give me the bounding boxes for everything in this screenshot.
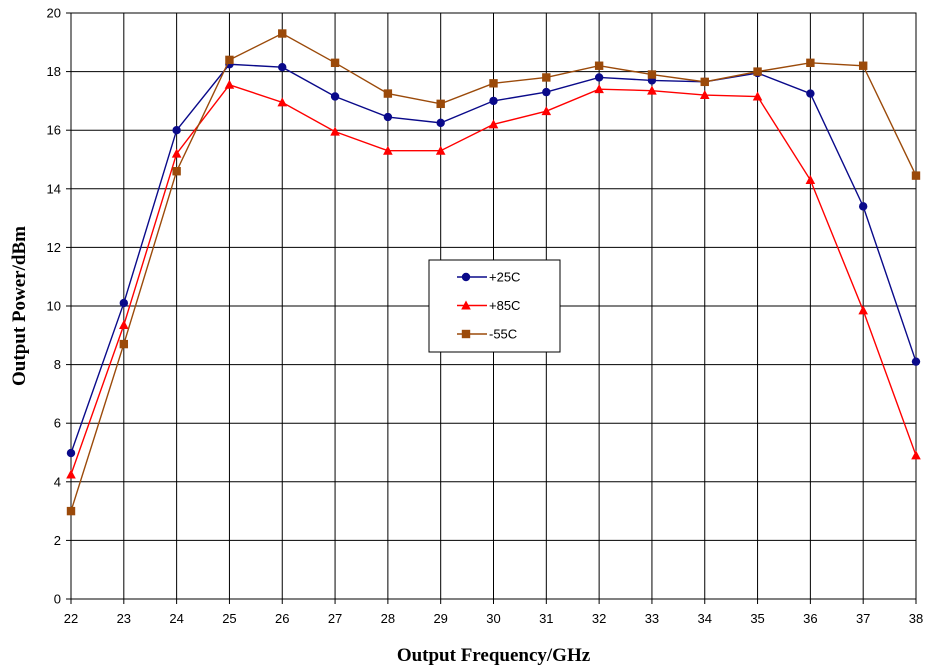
data-point	[541, 106, 552, 116]
x-tick-label: 36	[803, 611, 817, 626]
x-tick-label: 24	[169, 611, 183, 626]
data-point	[911, 357, 921, 366]
y-tick-label: 6	[54, 416, 61, 431]
data-point	[594, 61, 604, 70]
data-point	[383, 89, 393, 98]
data-point	[435, 145, 446, 155]
x-tick-label: 28	[381, 611, 395, 626]
data-point	[700, 77, 709, 87]
data-point	[542, 73, 551, 82]
legend-item: -55C	[457, 327, 517, 342]
data-point	[489, 96, 498, 106]
data-point	[277, 97, 288, 107]
data-point	[461, 300, 471, 310]
data-point	[330, 92, 340, 101]
data-point	[119, 339, 129, 349]
data-point	[594, 73, 604, 82]
y-tick-label: 18	[47, 64, 61, 79]
legend-box	[428, 259, 561, 353]
data-point	[752, 91, 763, 101]
data-point	[171, 148, 182, 158]
data-point	[383, 112, 393, 122]
data-point	[805, 175, 816, 185]
data-point	[461, 329, 471, 339]
data-point	[911, 171, 921, 180]
data-point	[330, 126, 340, 136]
y-axis-ticks: 0 2 4 6 8 10 12 14 16 18 20	[47, 6, 71, 607]
y-tick-label: 10	[47, 299, 61, 314]
data-point	[858, 61, 868, 70]
data-point	[858, 202, 868, 211]
data-point	[647, 85, 657, 95]
x-tick-label: 34	[698, 611, 712, 626]
data-point	[806, 89, 815, 98]
data-point	[119, 298, 129, 308]
data-point	[753, 67, 762, 76]
data-point	[66, 469, 76, 479]
x-tick-label: 37	[856, 611, 870, 626]
data-point	[172, 167, 181, 176]
x-tick-label: 29	[433, 611, 447, 626]
y-tick-label: 0	[54, 592, 61, 607]
y-tick-label: 8	[54, 357, 61, 372]
data-point	[489, 79, 498, 88]
y-tick-label: 4	[54, 474, 61, 489]
data-point	[278, 29, 287, 38]
x-tick-label: 38	[909, 611, 923, 626]
data-point	[330, 58, 340, 68]
data-point	[278, 63, 287, 72]
data-point	[383, 145, 393, 155]
legend-label: +25C	[489, 270, 520, 285]
y-tick-label: 20	[47, 6, 61, 21]
data-point	[436, 118, 445, 128]
data-point	[172, 126, 181, 135]
x-tick-label: 25	[222, 611, 236, 626]
x-tick-label: 31	[539, 611, 553, 626]
legend-item: +25C	[457, 270, 520, 285]
series--55C	[66, 29, 921, 516]
data-point	[911, 450, 921, 460]
x-tick-label: 32	[592, 611, 606, 626]
legend-label: -55C	[489, 327, 517, 342]
data-point	[806, 58, 815, 68]
data-point	[66, 448, 76, 458]
x-axis-title: Output Frequency/GHz	[397, 645, 591, 666]
x-tick-label: 22	[64, 611, 78, 626]
y-tick-label: 12	[47, 240, 61, 255]
y-tick-label: 2	[54, 533, 61, 548]
legend-label: +85C	[489, 298, 520, 313]
x-tick-label: 35	[750, 611, 764, 626]
data-point	[594, 84, 604, 94]
data-point	[224, 79, 235, 89]
x-axis-ticks: 22 23 24 25 26 27 28 29 30 31 32 33 34 35 36 37 38	[64, 599, 923, 626]
data-point	[225, 55, 234, 65]
data-point	[542, 87, 551, 97]
data-point	[647, 70, 657, 79]
data-point	[858, 305, 868, 315]
legend-item: +85C	[457, 298, 520, 313]
y-tick-label: 14	[47, 181, 61, 196]
data-point	[436, 99, 445, 109]
x-tick-label: 30	[486, 611, 500, 626]
x-tick-label: 33	[645, 611, 659, 626]
y-axis-title: Output Power/dBm	[9, 226, 30, 386]
data-point	[461, 272, 471, 282]
series-layer	[66, 29, 921, 516]
data-point	[66, 506, 76, 516]
series-+85C	[66, 79, 921, 479]
y-tick-label: 16	[47, 123, 61, 138]
x-tick-label: 27	[328, 611, 342, 626]
x-tick-label: 26	[275, 611, 289, 626]
data-point	[699, 90, 710, 100]
x-tick-label: 23	[117, 611, 131, 626]
data-point	[488, 119, 499, 129]
legend: +25C +85C -55C	[428, 259, 561, 353]
data-point	[119, 320, 129, 330]
